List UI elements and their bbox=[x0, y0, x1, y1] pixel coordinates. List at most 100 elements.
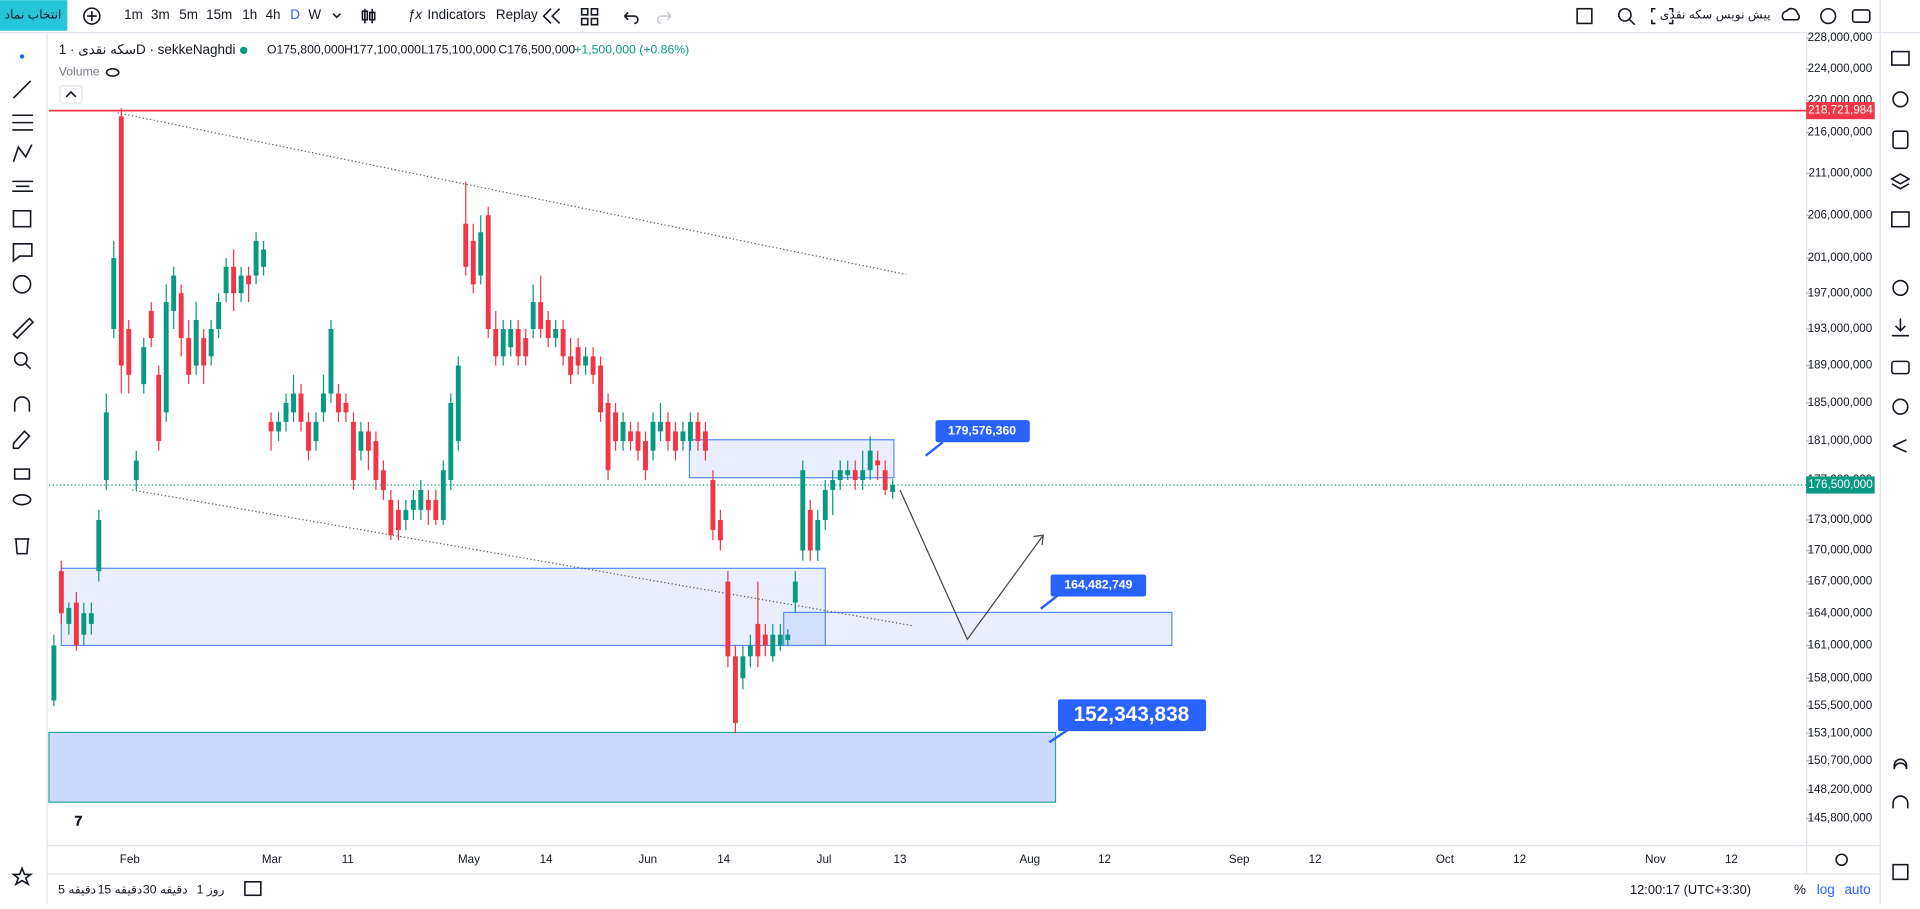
toolbar-icon[interactable] bbox=[1629, 7, 1674, 26]
candle-body bbox=[515, 329, 521, 357]
list-icon[interactable] bbox=[1891, 211, 1910, 228]
trendline-tool[interactable] bbox=[12, 80, 32, 99]
callout[interactable] bbox=[1050, 574, 1147, 597]
candle-body bbox=[178, 293, 184, 339]
redo-icon[interactable] bbox=[656, 11, 672, 25]
symbol-button-label[interactable]: انتخاب نماد bbox=[5, 8, 62, 22]
chart-type-icon[interactable] bbox=[361, 8, 376, 24]
candle-body bbox=[171, 275, 177, 312]
date-range-icon[interactable] bbox=[244, 881, 262, 897]
interval-button[interactable]: 4h bbox=[266, 7, 281, 22]
y-tick-label: 228,000,000 bbox=[1808, 31, 1873, 44]
axis-settings-icon[interactable] bbox=[1835, 853, 1848, 867]
candle-body bbox=[291, 393, 296, 413]
ruler-tool[interactable] bbox=[12, 317, 35, 340]
collapse-button[interactable] bbox=[59, 85, 83, 104]
layers-icon[interactable] bbox=[1890, 173, 1911, 190]
cursor-tool[interactable] bbox=[19, 54, 25, 59]
notification-icon[interactable] bbox=[1893, 758, 1908, 770]
shape-tool[interactable] bbox=[12, 209, 32, 228]
trendline[interactable] bbox=[117, 112, 907, 276]
emoji-tool[interactable] bbox=[12, 274, 32, 294]
candle-body bbox=[433, 499, 439, 520]
notes-icon[interactable] bbox=[1892, 130, 1909, 150]
fullscreen-frame-icon[interactable] bbox=[1576, 7, 1593, 25]
templates-icon[interactable] bbox=[580, 7, 599, 26]
last-price-box bbox=[1806, 476, 1875, 494]
candle-body bbox=[66, 607, 72, 624]
share-icon[interactable] bbox=[1892, 439, 1907, 453]
panel-icon[interactable] bbox=[1892, 863, 1909, 881]
zone-box[interactable] bbox=[48, 731, 1057, 803]
magnet-tool[interactable] bbox=[13, 363, 32, 412]
range-button[interactable]: 30 دقیقه bbox=[143, 883, 188, 897]
log-toggle[interactable]: log bbox=[1817, 882, 1835, 897]
interval-button[interactable]: 3m bbox=[151, 7, 170, 22]
zone-box[interactable] bbox=[688, 439, 895, 479]
download-icon[interactable] bbox=[1891, 318, 1909, 337]
candle-body bbox=[148, 311, 154, 339]
zoom-tool[interactable] bbox=[13, 352, 28, 366]
text-tool[interactable] bbox=[12, 243, 33, 263]
projection-arrow[interactable] bbox=[899, 489, 1044, 641]
camera-icon[interactable] bbox=[1851, 9, 1871, 23]
alerts-icon[interactable] bbox=[1892, 91, 1909, 108]
candle-body bbox=[350, 421, 356, 481]
x-tick-label: Sep bbox=[1229, 853, 1250, 866]
card-icon[interactable] bbox=[1891, 360, 1910, 375]
watchlist-icon[interactable] bbox=[1891, 50, 1910, 66]
candle-body bbox=[373, 441, 379, 481]
callout-pointer bbox=[924, 441, 944, 457]
range-button[interactable]: 15 دقیقه bbox=[98, 883, 143, 897]
layout-name[interactable]: پیش نویس سکه نقدی bbox=[1660, 8, 1771, 22]
interval-button[interactable]: 1h bbox=[242, 7, 257, 22]
pattern-tool[interactable] bbox=[12, 144, 33, 163]
settings-icon[interactable] bbox=[1892, 279, 1909, 297]
candle-body bbox=[852, 470, 858, 481]
interval-button[interactable]: D bbox=[290, 7, 300, 22]
hide-volume-icon[interactable] bbox=[105, 67, 120, 77]
profile-icon[interactable] bbox=[1892, 398, 1909, 415]
callout[interactable] bbox=[935, 420, 1030, 443]
support-icon[interactable] bbox=[1892, 795, 1909, 809]
interval-button[interactable]: 15m bbox=[206, 7, 232, 22]
interval-button[interactable]: 1m bbox=[124, 7, 143, 22]
candle-body bbox=[186, 338, 192, 375]
stay-drawing-tool[interactable] bbox=[12, 430, 31, 450]
zone-box[interactable] bbox=[783, 611, 1173, 647]
auto-toggle[interactable]: auto bbox=[1844, 882, 1870, 897]
drawing-toolbar bbox=[11, 54, 35, 887]
candle-body bbox=[306, 421, 311, 451]
projection-tool[interactable] bbox=[12, 180, 34, 192]
candle-body bbox=[440, 470, 446, 520]
range-button[interactable]: 5 دقیقه bbox=[58, 883, 96, 897]
fx-icon[interactable]: ƒx bbox=[408, 7, 423, 22]
fib-tool[interactable] bbox=[12, 114, 34, 131]
remove-tool[interactable] bbox=[14, 538, 30, 555]
indicators-button[interactable]: Indicators bbox=[427, 7, 486, 22]
favorites-icon[interactable] bbox=[11, 866, 33, 887]
candle-body bbox=[508, 329, 514, 348]
candle-body bbox=[216, 302, 222, 330]
candle-body bbox=[425, 499, 431, 510]
candle-body bbox=[380, 470, 386, 490]
lock-tool[interactable] bbox=[13, 468, 31, 480]
interval-dropdown[interactable] bbox=[332, 13, 341, 19]
search-icon[interactable] bbox=[1617, 7, 1632, 22]
interval-button[interactable]: 5m bbox=[179, 7, 198, 22]
symbol-button[interactable] bbox=[0, 0, 68, 31]
add-icon[interactable] bbox=[83, 7, 101, 25]
cloud-icon[interactable] bbox=[1781, 7, 1800, 21]
callout[interactable] bbox=[1057, 699, 1207, 732]
range-button[interactable]: 1 روز bbox=[197, 883, 225, 897]
hide-tool[interactable] bbox=[12, 494, 32, 506]
settings-icon[interactable] bbox=[1820, 7, 1837, 25]
candle-body bbox=[725, 581, 731, 657]
undo-icon[interactable] bbox=[623, 11, 639, 25]
y-tick-label: 164,000,000 bbox=[1808, 606, 1873, 619]
zone-box[interactable] bbox=[60, 567, 826, 647]
candle-body bbox=[875, 460, 881, 466]
percent-toggle[interactable]: % bbox=[1794, 882, 1806, 897]
replay-button[interactable]: Replay bbox=[496, 7, 538, 22]
interval-button[interactable]: W bbox=[308, 7, 321, 22]
